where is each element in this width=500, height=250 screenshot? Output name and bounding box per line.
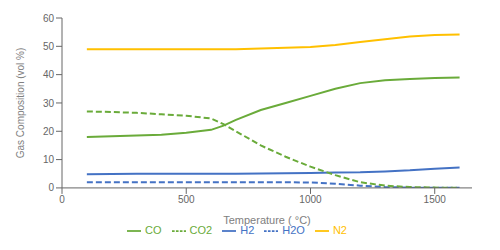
svg-text:60: 60 (43, 13, 55, 24)
html-text:CO: CO (145, 223, 162, 236)
svg-text:Temperature ( °C): Temperature ( °C) (223, 214, 311, 226)
svg-text:0: 0 (48, 182, 54, 193)
html-text:N2: N2 (332, 223, 347, 236)
html-text:H2: H2 (240, 223, 255, 236)
svg-text:30: 30 (43, 98, 55, 109)
svg-text:0: 0 (59, 194, 65, 205)
svg-text:1000: 1000 (299, 194, 322, 205)
svg-text:Gas Composition (vol %): Gas Composition (vol %) (15, 48, 26, 159)
html-text:CO2: CO2 (189, 223, 213, 236)
svg-text:1500: 1500 (424, 194, 447, 205)
svg-text:500: 500 (178, 194, 195, 205)
svg-text:10: 10 (43, 154, 55, 165)
svg-text:40: 40 (43, 69, 55, 80)
svg-text:50: 50 (43, 41, 55, 52)
svg-text:20: 20 (43, 126, 55, 137)
html-text:H2O: H2O (282, 223, 305, 236)
